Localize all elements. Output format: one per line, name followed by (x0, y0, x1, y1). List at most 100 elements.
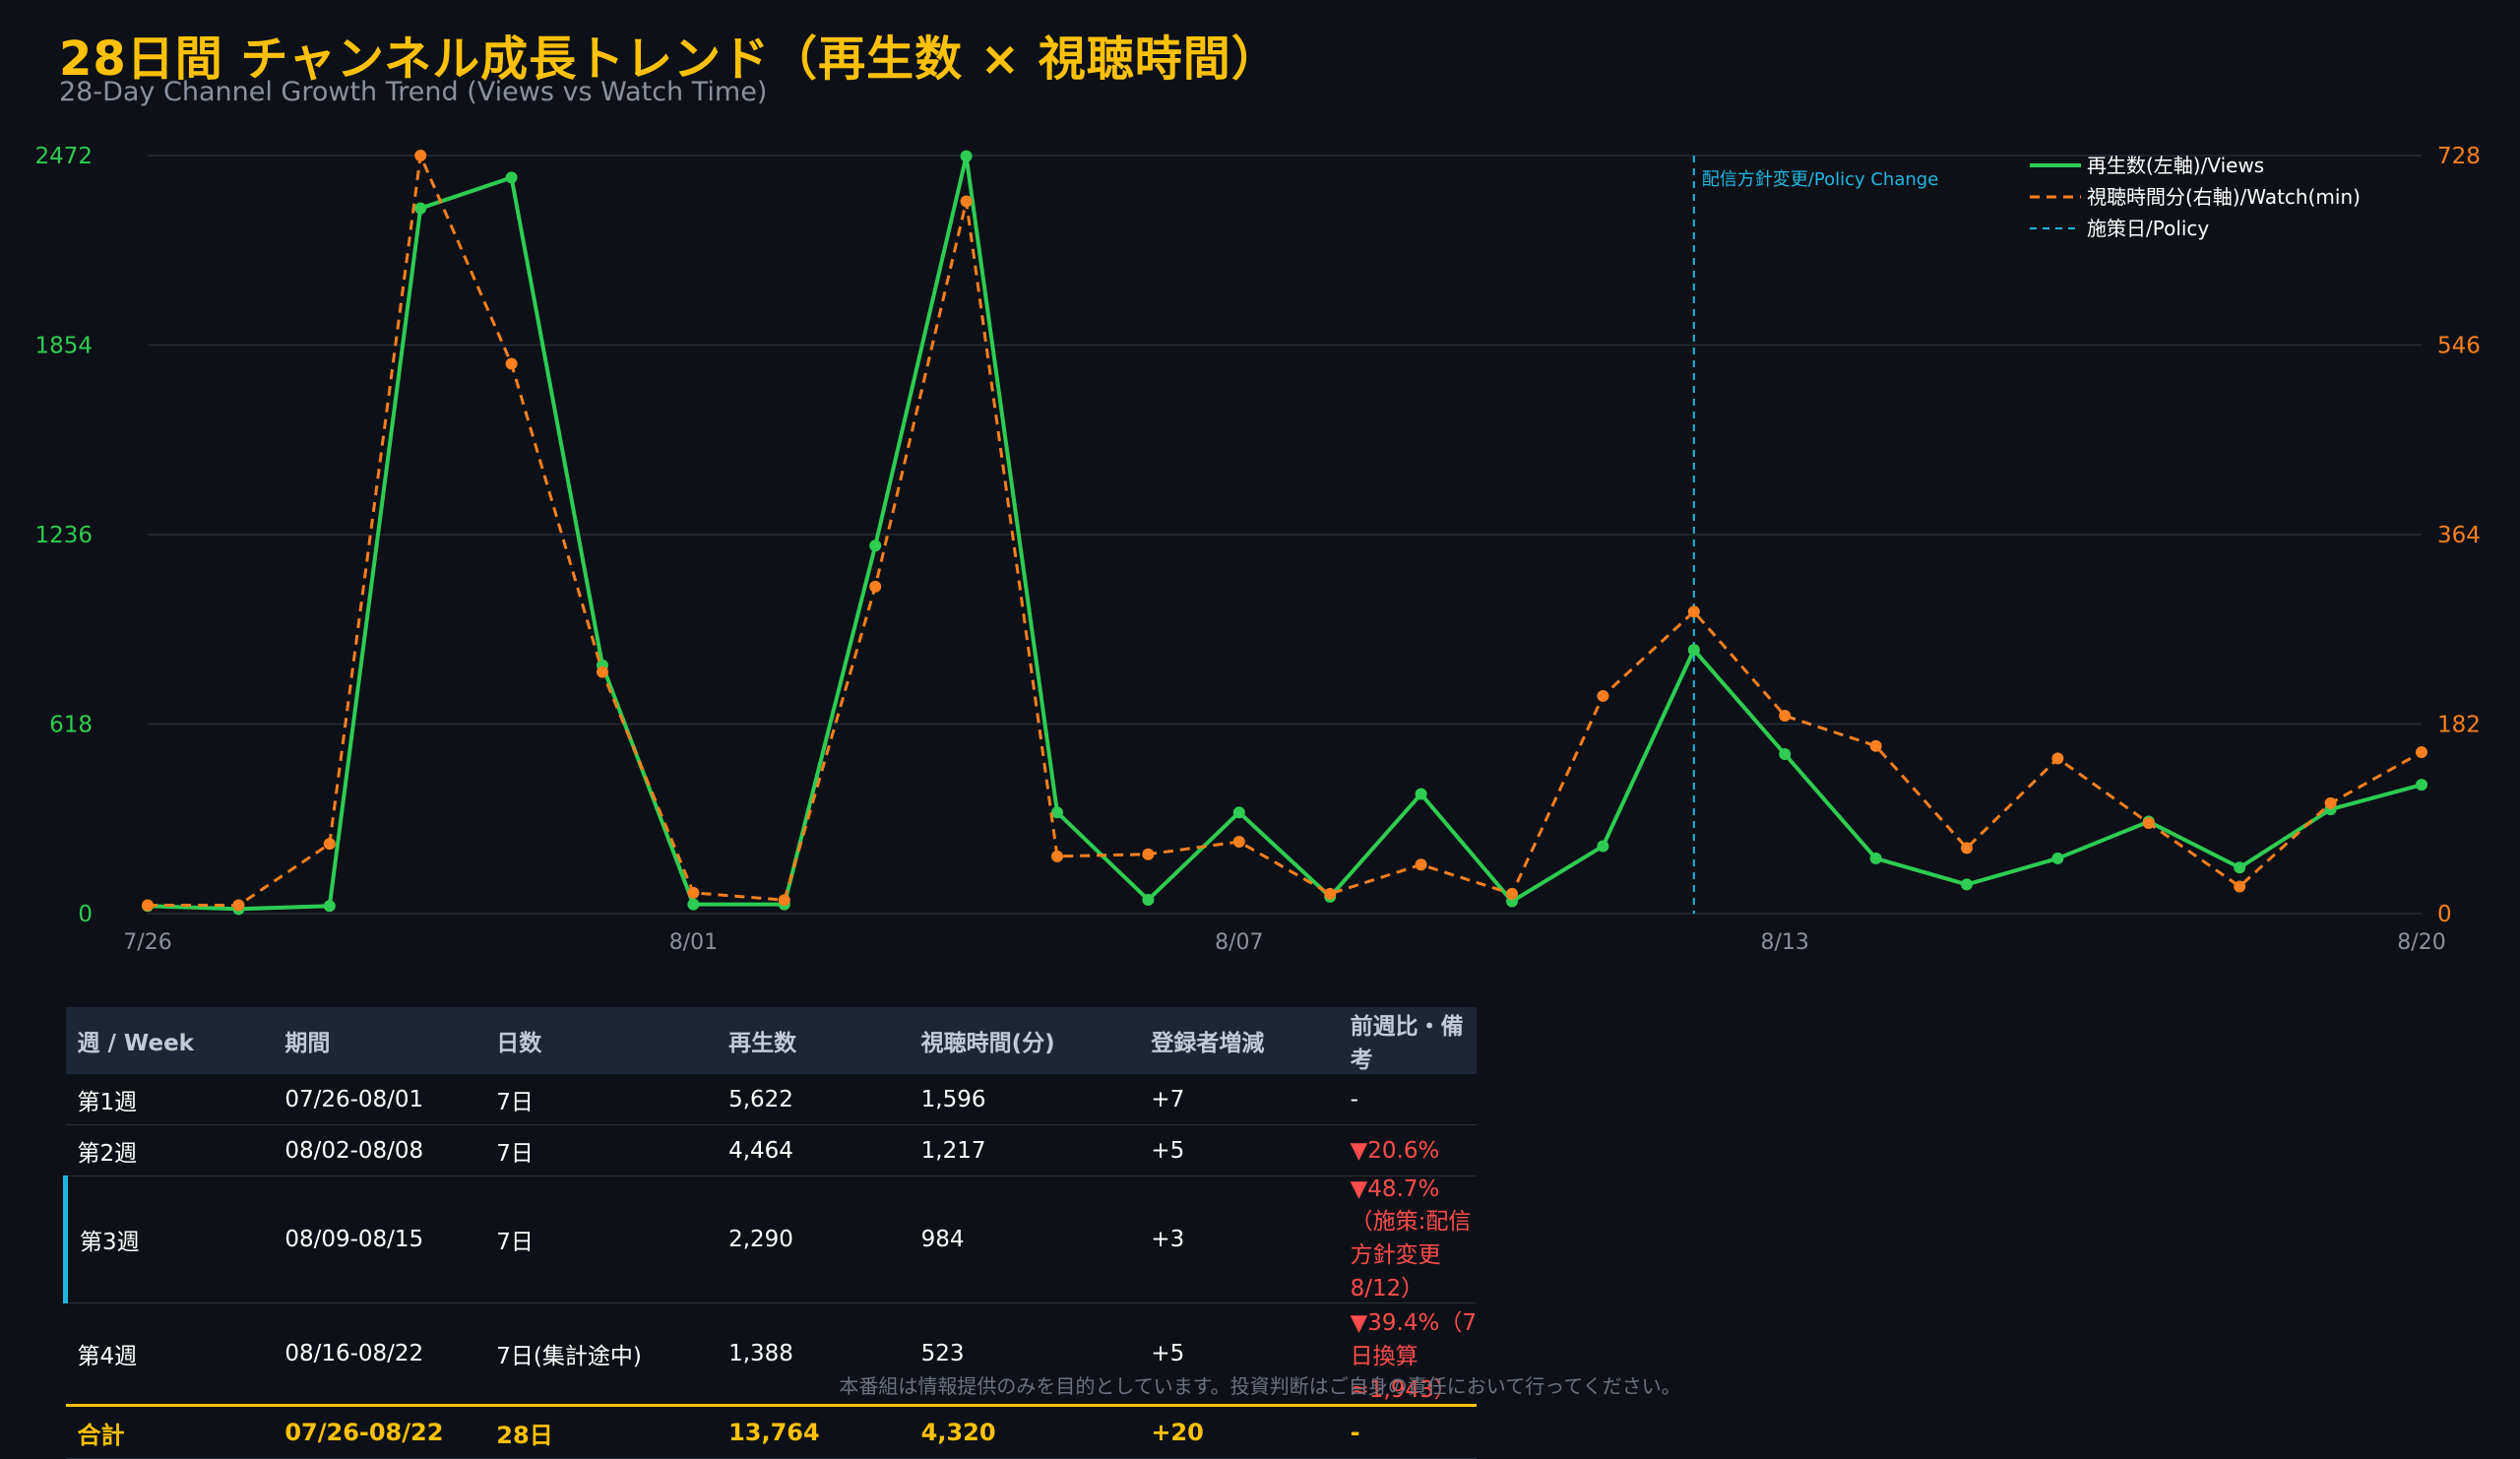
watch-data-point (1779, 710, 1792, 723)
cell-subs: +7 (1139, 1074, 1339, 1125)
table-row: 第1週 07/26-08/01 7日 5,622 1,596 +7- (65, 1074, 1477, 1125)
right-axis-tick-label: 546 (2437, 334, 2481, 359)
views-data-point (960, 150, 973, 162)
watch-data-point (1869, 739, 1882, 752)
watch-data-point (2142, 816, 2155, 829)
cell-week: 第1週 (65, 1074, 274, 1125)
watch-data-point (1232, 836, 1245, 849)
watch-data-point (1506, 887, 1518, 900)
cell-week: 第2週 (65, 1124, 274, 1176)
cell-subs: +20 (1139, 1404, 1339, 1459)
views-series-line (147, 154, 2423, 912)
page-subtitle: 28-Day Channel Growth Trend (Views vs Wa… (59, 77, 768, 107)
watch-data-point (323, 838, 336, 851)
right-axis-tick-label: 728 (2437, 144, 2481, 169)
right-axis-tick-label: 182 (2437, 713, 2481, 738)
x-axis-tick-label: 7/26 (123, 930, 171, 955)
left-axis-tick-label: 1854 (34, 334, 93, 359)
views-data-point (1597, 840, 1609, 853)
cell-days: 28日 (484, 1404, 718, 1459)
header-days: 日数 (484, 1007, 718, 1074)
page-title: 28日間 チャンネル成長トレンド（再生数 × 視聴時間） (59, 32, 1280, 87)
table-row: 第2週 08/02-08/08 7日 4,464 1,217 +5 ▼20.6% (65, 1124, 1477, 1176)
header-subs: 登録者増減 (1139, 1007, 1339, 1074)
legend-views-label: 再生数(左軸)/Views (2087, 154, 2264, 177)
cell-subs: +5 (1139, 1124, 1339, 1176)
watch-data-point (2234, 880, 2246, 893)
watch-data-point (2324, 796, 2337, 809)
cell-subs: +3 (1139, 1175, 1339, 1303)
legend-watch-label: 視聴時間分(右軸)/Watch(min) (2087, 185, 2361, 209)
table-row: 第4週 08/16-08/22 7日(集計途中) 1,388 523 +5 ▼39.4%（7… (65, 1302, 1477, 1406)
cell-watch: 4,320 (909, 1404, 1140, 1459)
views-data-point (2234, 861, 2246, 874)
left-axis-tick-label: 2472 (34, 144, 93, 169)
views-data-point (687, 898, 700, 911)
views-data-point (1415, 788, 1427, 800)
views-data-point (2051, 852, 2064, 864)
views-data-point (1051, 806, 1063, 819)
cell-period: 08/02-08/08 (273, 1124, 485, 1176)
cell-period: 08/09-08/15 (273, 1175, 485, 1303)
cell-days: 7日 (484, 1074, 718, 1125)
cell-views: 2,290 (717, 1175, 910, 1303)
header-period: 期間 (273, 1007, 485, 1074)
cell-watch: 1,217 (909, 1124, 1140, 1176)
watch-data-point (414, 150, 427, 161)
cell-period: 07/26-08/22 (273, 1404, 485, 1459)
x-axis-tick-label: 8/07 (1215, 930, 1263, 955)
cell-watch: 523 (909, 1302, 1140, 1406)
watch-series-line (148, 154, 2423, 908)
header-watch: 視聴時間(分) (909, 1007, 1140, 1074)
table-row: 第3週 08/09-08/15 7日 2,290 984 +3 ▼48.7%（施策:配信方針… (63, 1175, 1477, 1303)
watch-data-point (869, 580, 882, 593)
policy-change-label: 配信方針変更/Policy Change (1702, 169, 1938, 190)
cell-views: 13,764 (717, 1404, 910, 1459)
cell-views: 5,622 (717, 1074, 910, 1125)
cell-watch: 1,596 (909, 1074, 1140, 1125)
cell-note: ▼39.4%（7日換算≈1,943） (1338, 1302, 1477, 1406)
cell-period: 08/16-08/22 (273, 1302, 485, 1406)
table-total-row: 合計 07/26-08/22 28日 13,764 4,320 +20- (65, 1404, 1477, 1459)
views-data-point (1142, 893, 1155, 906)
cell-days: 7日(集計途中) (484, 1302, 718, 1406)
views-data-point (1961, 878, 1973, 891)
cell-week: 第4週 (65, 1302, 274, 1406)
watch-data-point (1415, 858, 1427, 871)
views-data-point (323, 900, 336, 913)
table-header-row: 週 / Week 期間 日数 再生数 視聴時間(分) 登録者増減 前週比・備考 (65, 1007, 1477, 1074)
cell-note: - (1338, 1074, 1477, 1125)
header-views: 再生数 (717, 1007, 910, 1074)
cell-note: ▼48.7%（施策:配信方針変更 8/12） (1338, 1175, 1477, 1303)
views-data-point (1687, 644, 1700, 657)
watch-data-point (232, 899, 245, 912)
left-axis-tick-label: 1236 (34, 523, 93, 548)
x-axis-tick-label: 8/01 (669, 930, 718, 955)
cell-note: - (1338, 1404, 1477, 1459)
cell-week: 第3週 (63, 1175, 274, 1303)
header-week: 週 / Week (65, 1007, 274, 1074)
views-data-point (869, 539, 882, 552)
views-data-point (414, 202, 427, 215)
cell-days: 7日 (484, 1175, 718, 1303)
cell-subs: +5 (1139, 1302, 1339, 1406)
views-data-point (505, 171, 518, 184)
watch-data-point (1687, 605, 1700, 618)
views-data-point (1779, 748, 1792, 761)
watch-data-point (597, 666, 608, 678)
views-data-point (2416, 779, 2427, 792)
watch-data-point (505, 357, 518, 370)
watch-data-point (142, 899, 154, 912)
cell-period: 07/26-08/01 (273, 1074, 485, 1125)
left-axis-tick-label: 618 (49, 713, 93, 738)
watch-data-point (1142, 848, 1155, 860)
cell-days: 7日 (484, 1124, 718, 1176)
watch-data-point (1597, 689, 1609, 702)
legend-policy-label: 施策日/Policy (2087, 217, 2209, 240)
views-data-point (1232, 806, 1245, 819)
watch-data-point (687, 886, 700, 899)
views-data-point (1869, 852, 1882, 864)
right-axis-tick-label: 0 (2437, 902, 2452, 927)
cell-views: 4,464 (717, 1124, 910, 1176)
growth-trend-chart: 0 618 1236 1854 2472 0 182 364 546 728 7/26 8/01 8/0… (34, 144, 2481, 955)
